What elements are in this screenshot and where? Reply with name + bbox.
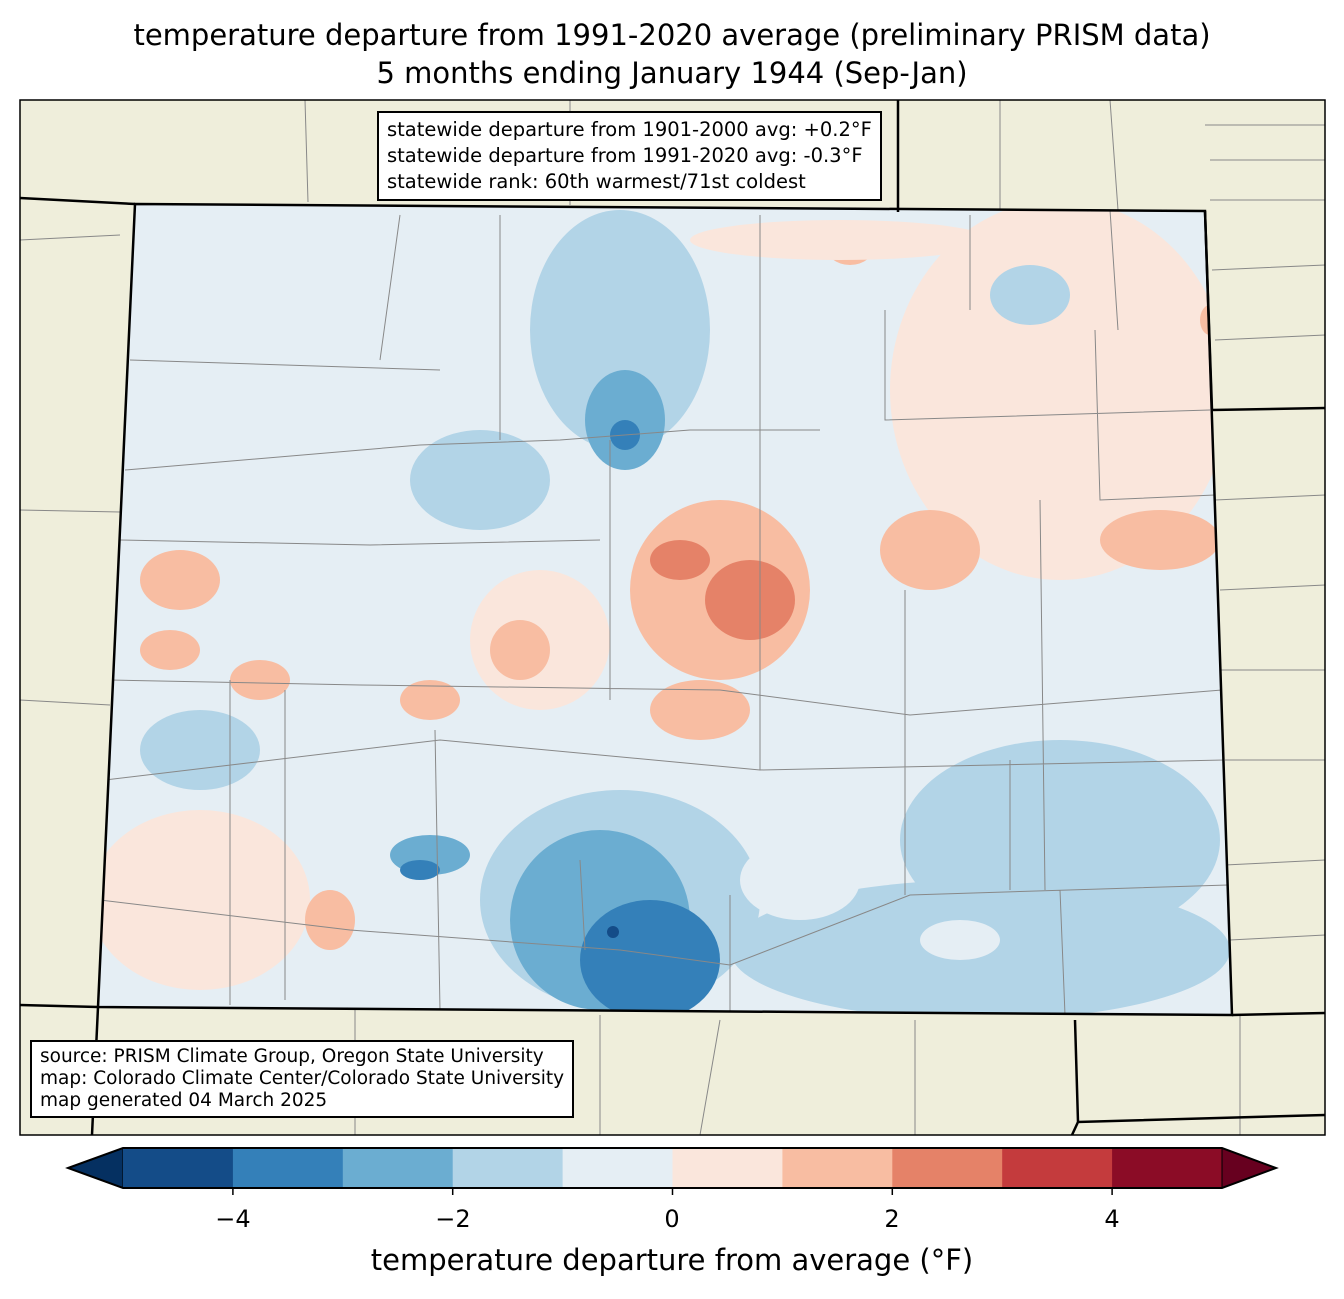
colorbar-tick-label: 0: [664, 1205, 680, 1233]
colorbar-segment: [1002, 1148, 1113, 1188]
departure-contour: [740, 840, 860, 920]
departure-contour: [140, 550, 220, 610]
colorbar-segment: [232, 1148, 344, 1188]
colorbar-under-arrow: [66, 1147, 124, 1189]
colorbar-over-arrow: [1221, 1147, 1278, 1189]
colorbar-segment: [672, 1148, 783, 1188]
departure-contour: [305, 890, 355, 950]
source-box: source: PRISM Climate Group, Oregon Stat…: [30, 1040, 575, 1118]
departure-contour: [880, 510, 980, 590]
departure-contour: [580, 900, 720, 1015]
departure-contour: [650, 680, 750, 740]
statewide-stats-box: statewide departure from 1901-2000 avg: …: [377, 111, 882, 201]
departure-contour: [920, 920, 1000, 960]
departure-field: [98, 204, 1232, 1015]
colorbar-tick-label: 4: [1104, 1205, 1120, 1233]
title-line-2: 5 months ending January 1944 (Sep-Jan): [376, 56, 968, 90]
generated-date-line: map generated 04 March 2025: [40, 1090, 328, 1111]
colorbar-tick-label: −4: [215, 1205, 251, 1233]
source-line: source: PRISM Climate Group, Oregon Stat…: [40, 1046, 544, 1067]
departure-contour: [650, 540, 710, 580]
departure-contour: [98, 810, 310, 990]
colorbar-label: temperature departure from average (°F): [370, 1243, 974, 1277]
colorbar-segment: [123, 1148, 234, 1188]
stats-departure-1991-2020: statewide departure from 1991-2020 avg: …: [387, 144, 863, 167]
departure-contour: [607, 926, 619, 938]
colorbar-tick-label: −2: [435, 1205, 471, 1233]
colorbar-segment: [452, 1148, 564, 1188]
departure-contour: [890, 204, 1230, 580]
departure-contour: [1100, 510, 1220, 570]
colorbar-segment: [562, 1148, 673, 1188]
colorbar-segment: [892, 1148, 1003, 1188]
county-lines: [99, 209, 1229, 1015]
stats-rank: statewide rank: 60th warmest/71st coldes…: [387, 170, 806, 193]
colorbar-segment: [342, 1148, 454, 1188]
neighbor-county-lines: [20, 100, 1325, 1135]
colorbar: [65, 1147, 1279, 1195]
departure-contour: [530, 210, 710, 450]
departure-contour: [410, 430, 550, 530]
departure-contour: [400, 860, 440, 880]
departure-contour: [990, 265, 1070, 325]
colorbar-tick-label: 2: [884, 1205, 900, 1233]
departure-contour: [690, 220, 990, 260]
map-credit-line: map: Colorado Climate Center/Colorado St…: [40, 1068, 565, 1089]
departure-contour: [140, 630, 200, 670]
colorbar-segment: [782, 1148, 893, 1188]
map-frame: [19, 99, 1326, 1136]
departure-contour: [490, 620, 550, 680]
stats-departure-1901-2000: statewide departure from 1901-2000 avg: …: [387, 118, 872, 141]
departure-contour: [230, 660, 290, 700]
colorbar-outline: [65, 1147, 1279, 1189]
title-line-1: temperature departure from 1991-2020 ave…: [133, 18, 1211, 52]
departure-contour: [705, 560, 795, 640]
departure-contour: [140, 710, 260, 790]
colorbar-segment: [1112, 1148, 1223, 1188]
departure-contour: [400, 680, 460, 720]
